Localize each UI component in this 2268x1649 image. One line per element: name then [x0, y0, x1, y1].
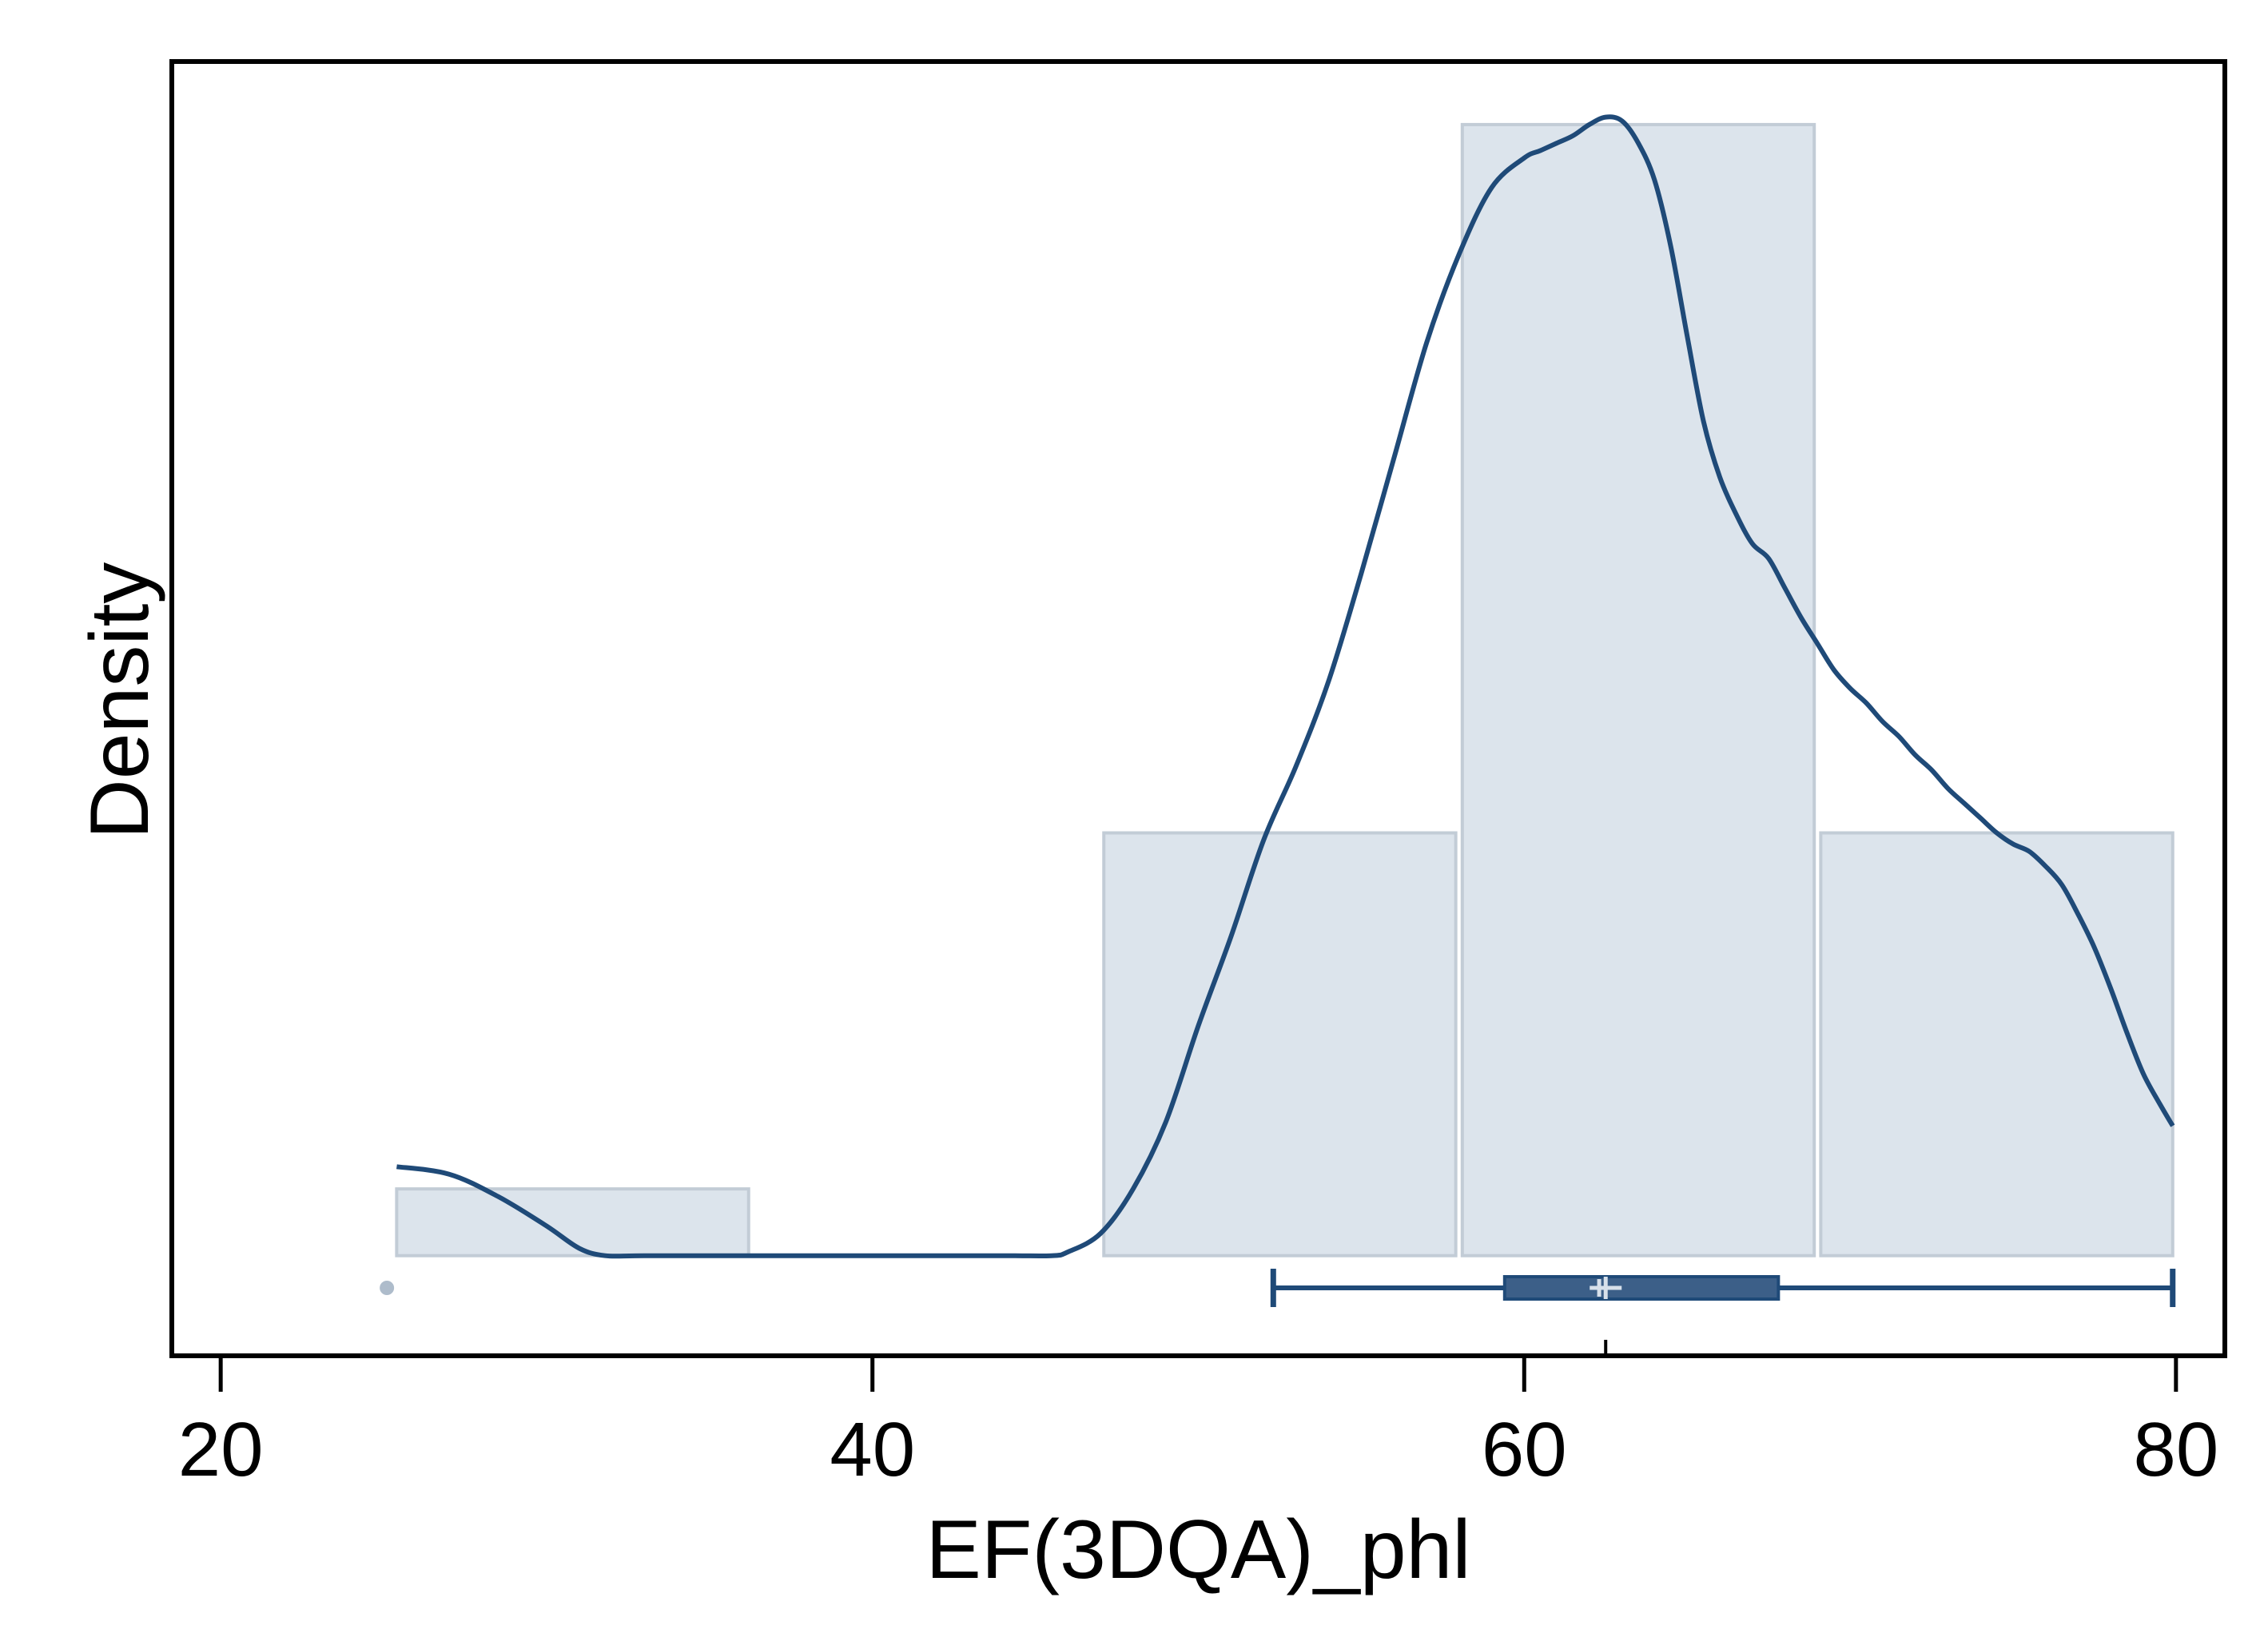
x-tick-label-80: 80: [2133, 1407, 2218, 1492]
x-tick-label-20: 20: [178, 1407, 264, 1492]
histogram-bars: [395, 122, 2174, 1258]
x-axis-title: EF(3DQA)_phl: [926, 1504, 1471, 1596]
boxplot-box: [1502, 1275, 1781, 1301]
histogram-bar-5: [1819, 831, 2174, 1258]
boxplot-outlier-1: [380, 1281, 395, 1295]
density-curve: [396, 114, 2175, 1259]
boxplot-group: [380, 1269, 2176, 1356]
x-tick-label-40: 40: [830, 1407, 915, 1492]
density-curve-group: [396, 114, 2175, 1259]
x-tick-label-60: 60: [1482, 1407, 1567, 1492]
histogram-bar-4: [1460, 122, 1816, 1258]
x-axis: 20 40 60 80: [178, 1356, 2218, 1492]
plot-frame-group: [169, 59, 2227, 1358]
plot-frame: [169, 59, 2227, 1358]
histogram-bar-3: [1102, 831, 1458, 1258]
y-axis-title: Density: [74, 562, 166, 840]
